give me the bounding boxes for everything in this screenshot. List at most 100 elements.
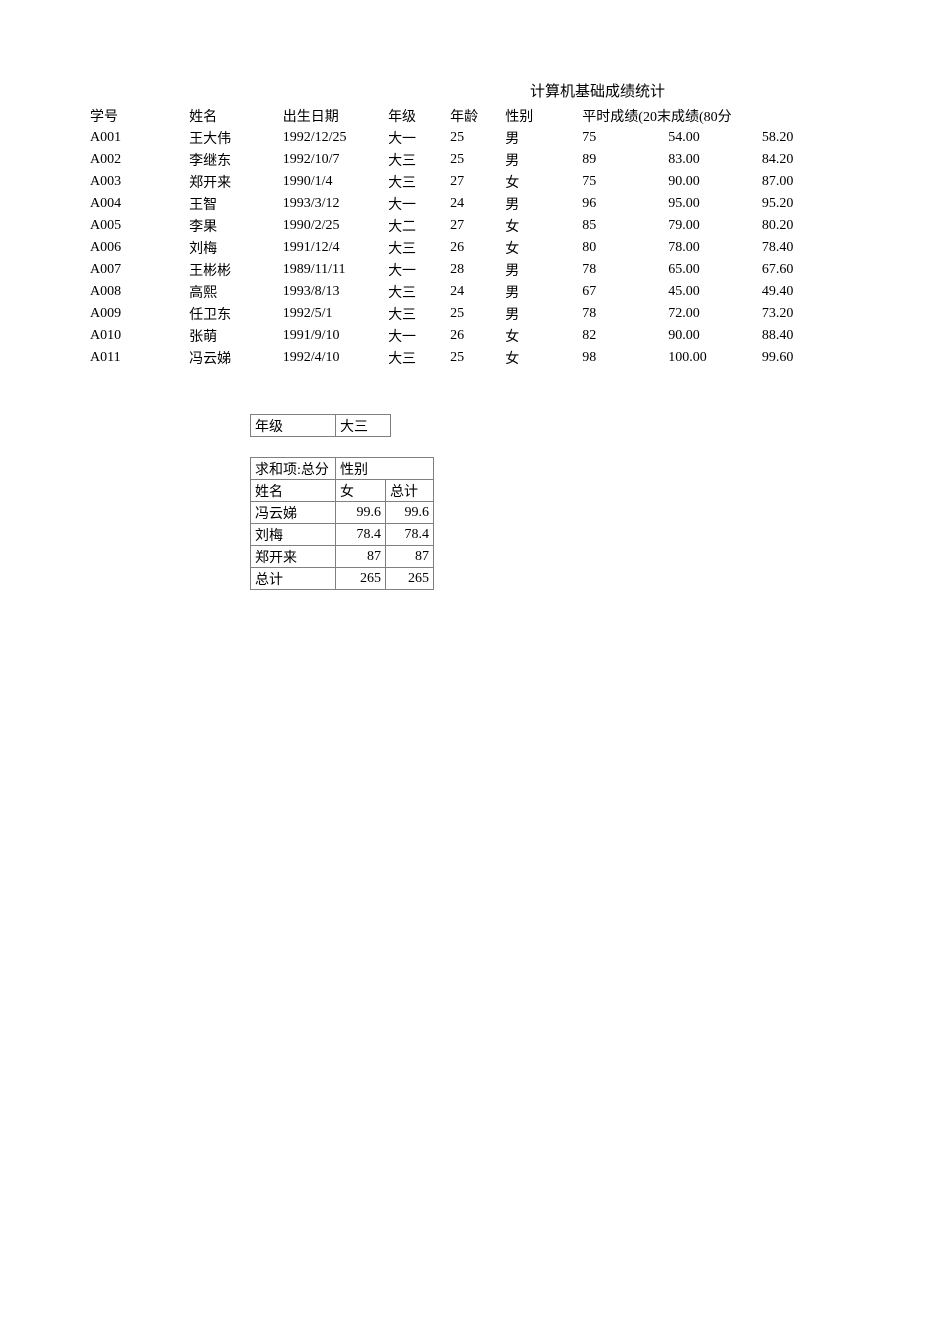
pivot-grand-total-label: 总计 (251, 568, 336, 590)
cell-dob: 1989/11/11 (283, 259, 384, 281)
cell-name: 李果 (189, 215, 283, 237)
header-gender: 性别 (505, 105, 582, 127)
pivot-filter-value[interactable]: 大三 (336, 415, 391, 437)
cell-score3: 95.20 (762, 193, 850, 215)
pivot-cell-name: 刘梅 (251, 524, 336, 546)
pivot-cell-name: 冯云娣 (251, 502, 336, 524)
cell-score1: 98 (582, 347, 668, 369)
pivot-name-header: 姓名 (251, 480, 336, 502)
pivot-sum-label: 求和项:总分 (251, 458, 336, 480)
pivot-header-row-1: 求和项:总分 性别 (251, 458, 434, 480)
cell-gender: 女 (505, 215, 582, 237)
cell-name: 王大伟 (189, 127, 283, 149)
table-row: A003郑开来1990/1/4大三27女7590.0087.00 (90, 171, 850, 193)
cell-score1: 78 (582, 259, 668, 281)
cell-score2: 90.00 (668, 325, 762, 347)
cell-id: A002 (90, 149, 189, 171)
cell-gender: 女 (505, 237, 582, 259)
cell-grade: 大三 (384, 237, 450, 259)
pivot-row: 刘梅78.478.4 (251, 524, 434, 546)
pivot-gender-label: 性别 (336, 458, 386, 480)
pivot-empty-cell (386, 458, 434, 480)
cell-dob: 1990/2/25 (283, 215, 384, 237)
cell-age: 25 (450, 347, 505, 369)
cell-score1: 96 (582, 193, 668, 215)
cell-score3: 80.20 (762, 215, 850, 237)
pivot-cell-total: 87 (386, 546, 434, 568)
cell-score1: 75 (582, 127, 668, 149)
cell-id: A001 (90, 127, 189, 149)
pivot-cell-female: 78.4 (336, 524, 386, 546)
table-row: A006刘梅1991/12/4大三26女8078.0078.40 (90, 237, 850, 259)
cell-dob: 1993/3/12 (283, 193, 384, 215)
pivot-total-header: 总计 (386, 480, 434, 502)
table-row: A001王大伟1992/12/25大一25男7554.0058.20 (90, 127, 850, 149)
header-scores: 平时成绩(20末成绩(80分 (582, 105, 850, 127)
cell-name: 高熙 (189, 281, 283, 303)
pivot-grand-total-row: 总计 265 265 (251, 568, 434, 590)
pivot-filter-label: 年级 (251, 415, 336, 437)
pivot-grand-female: 265 (336, 568, 386, 590)
cell-id: A009 (90, 303, 189, 325)
cell-gender: 女 (505, 325, 582, 347)
cell-age: 25 (450, 127, 505, 149)
table-row: A011冯云娣1992/4/10大三25女98100.0099.60 (90, 347, 850, 369)
cell-grade: 大一 (384, 127, 450, 149)
cell-name: 李继东 (189, 149, 283, 171)
cell-name: 张萌 (189, 325, 283, 347)
cell-grade: 大三 (384, 347, 450, 369)
cell-id: A006 (90, 237, 189, 259)
cell-age: 27 (450, 215, 505, 237)
cell-score2: 95.00 (668, 193, 762, 215)
cell-score3: 78.40 (762, 237, 850, 259)
cell-age: 26 (450, 237, 505, 259)
cell-gender: 女 (505, 347, 582, 369)
pivot-data-table: 求和项:总分 性别 姓名 女 总计 冯云娣99.699.6刘梅78.478.4郑… (250, 457, 434, 590)
cell-grade: 大三 (384, 149, 450, 171)
table-row: A010张萌1991/9/10大一26女8290.0088.40 (90, 325, 850, 347)
cell-id: A003 (90, 171, 189, 193)
cell-age: 25 (450, 303, 505, 325)
cell-id: A005 (90, 215, 189, 237)
cell-name: 冯云娣 (189, 347, 283, 369)
cell-score2: 78.00 (668, 237, 762, 259)
cell-gender: 男 (505, 149, 582, 171)
cell-dob: 1992/5/1 (283, 303, 384, 325)
page-title: 计算机基础成绩统计 (340, 80, 855, 101)
cell-grade: 大三 (384, 303, 450, 325)
pivot-cell-female: 87 (336, 546, 386, 568)
cell-name: 刘梅 (189, 237, 283, 259)
cell-gender: 女 (505, 171, 582, 193)
cell-id: A007 (90, 259, 189, 281)
cell-score3: 87.00 (762, 171, 850, 193)
pivot-cell-total: 99.6 (386, 502, 434, 524)
cell-age: 25 (450, 149, 505, 171)
cell-score1: 78 (582, 303, 668, 325)
cell-score2: 72.00 (668, 303, 762, 325)
pivot-filter-row: 年级 大三 (251, 415, 391, 437)
cell-score1: 89 (582, 149, 668, 171)
cell-name: 王智 (189, 193, 283, 215)
table-row: A008高熙1993/8/13大三24男6745.0049.40 (90, 281, 850, 303)
cell-id: A008 (90, 281, 189, 303)
header-grade: 年级 (384, 105, 450, 127)
cell-id: A010 (90, 325, 189, 347)
cell-gender: 男 (505, 193, 582, 215)
cell-score2: 83.00 (668, 149, 762, 171)
cell-score3: 99.60 (762, 347, 850, 369)
cell-score2: 100.00 (668, 347, 762, 369)
pivot-cell-total: 78.4 (386, 524, 434, 546)
cell-name: 郑开来 (189, 171, 283, 193)
cell-grade: 大三 (384, 171, 450, 193)
table-row: A002李继东1992/10/7大三25男8983.0084.20 (90, 149, 850, 171)
pivot-cell-name: 郑开来 (251, 546, 336, 568)
cell-dob: 1992/12/25 (283, 127, 384, 149)
cell-age: 28 (450, 259, 505, 281)
cell-gender: 男 (505, 259, 582, 281)
main-grades-table: 学号 姓名 出生日期 年级 年龄 性别 平时成绩(20末成绩(80分 A001王… (90, 105, 850, 369)
cell-dob: 1992/10/7 (283, 149, 384, 171)
cell-age: 24 (450, 193, 505, 215)
cell-age: 24 (450, 281, 505, 303)
cell-dob: 1991/12/4 (283, 237, 384, 259)
cell-grade: 大三 (384, 281, 450, 303)
